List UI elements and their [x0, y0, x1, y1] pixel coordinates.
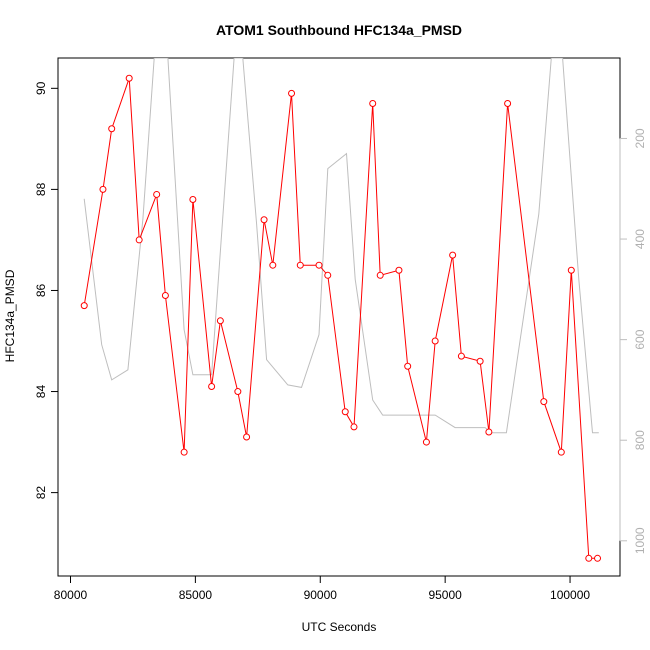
y2-tick-label: 400: [633, 229, 647, 249]
plot-frame: [57, 57, 621, 577]
red-series-point: [108, 125, 116, 133]
chart-title: ATOM1 Southbound HFC134a_PMSD: [216, 22, 462, 38]
red-series-point: [341, 408, 349, 416]
red-series-point: [315, 261, 323, 269]
red-series-point: [457, 352, 465, 360]
red-series-point: [485, 428, 493, 436]
red-series-point: [567, 266, 575, 274]
x-tick-label: 100000: [550, 588, 590, 602]
red-series-point: [395, 266, 403, 274]
y-tick-label: 84: [34, 385, 48, 399]
red-series-point: [180, 448, 188, 456]
red-series-point: [324, 271, 332, 279]
red-series-point: [153, 190, 161, 198]
x-tick-label: 95000: [428, 588, 462, 602]
y-tick-label: 82: [34, 486, 48, 500]
y2-tick-label: 1000: [633, 527, 647, 554]
y2-tick-label: 800: [633, 430, 647, 450]
red-series-point: [161, 292, 169, 300]
red-series-point: [376, 271, 384, 279]
red-series-point: [585, 554, 593, 562]
y-axis-label: HFC134a_PMSD: [3, 269, 17, 362]
red-series-point: [135, 236, 143, 244]
y-tick-label: 86: [34, 283, 48, 297]
red-series-point: [208, 382, 216, 390]
red-series-point: [99, 185, 107, 193]
red-series-point: [431, 337, 439, 345]
red-series-point: [189, 196, 197, 204]
red-series-point: [369, 99, 377, 107]
red-series-point: [476, 357, 484, 365]
red-series-point: [260, 216, 268, 224]
y2-tick-label: 200: [633, 128, 647, 148]
red-series-point: [449, 251, 457, 259]
y-tick-label: 90: [34, 81, 48, 95]
red-series-point: [269, 261, 277, 269]
y2-tick-label: 600: [633, 329, 647, 349]
red-series-point: [350, 423, 358, 431]
x-tick-label: 85000: [179, 588, 213, 602]
x-axis-label: UTC Seconds: [302, 620, 377, 634]
y-axis-right: 200 400 600 800 1000: [619, 128, 647, 554]
red-series-point: [404, 362, 412, 370]
red-series-point: [288, 89, 296, 97]
y-axis-left: 82 84 86 88 90: [34, 81, 59, 500]
grey-series-line: [83, 58, 599, 434]
x-axis: 80000 85000 90000 95000 100000: [54, 575, 590, 602]
red-series-point: [504, 99, 512, 107]
red-series-point: [216, 317, 224, 325]
red-series-point: [234, 388, 242, 396]
x-tick-label: 80000: [54, 588, 88, 602]
red-series-line: [83, 78, 598, 559]
red-series-point: [557, 448, 565, 456]
red-series-point: [422, 438, 430, 446]
red-series-point: [125, 74, 133, 82]
series-layer: [80, 58, 602, 562]
red-series-point: [80, 302, 88, 310]
red-series-point: [296, 261, 304, 269]
y-tick-label: 88: [34, 182, 48, 196]
red-series-point: [594, 554, 602, 562]
x-tick-label: 90000: [304, 588, 338, 602]
red-series-point: [540, 398, 548, 406]
red-series-point: [243, 433, 251, 441]
